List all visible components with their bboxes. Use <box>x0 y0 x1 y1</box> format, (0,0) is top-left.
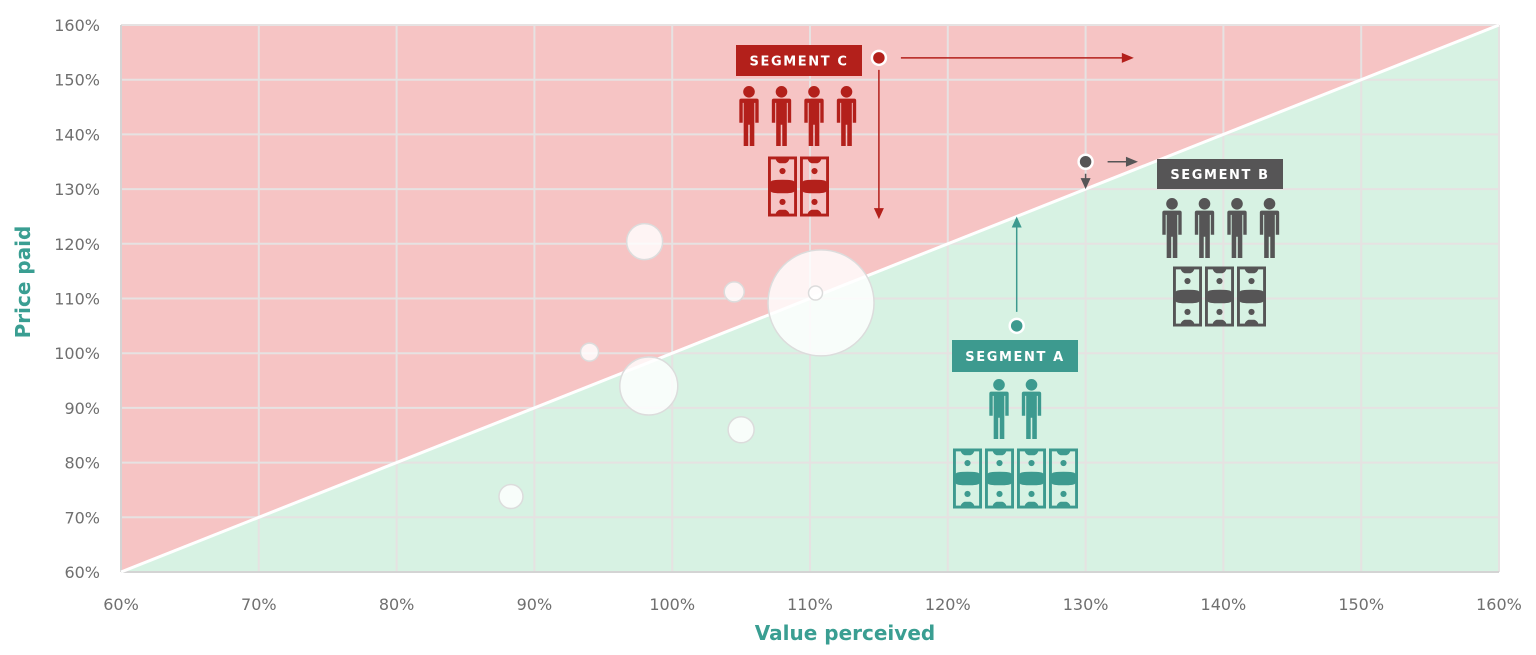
segment-point <box>1077 153 1094 170</box>
arrow-down-icon <box>873 208 884 220</box>
data-bubble <box>579 342 600 362</box>
segment-label: SEGMENT B <box>1170 168 1269 183</box>
x-axis-title: Value perceived <box>755 621 935 645</box>
y-tick-label: 70% <box>64 508 100 527</box>
x-tick-label: 110% <box>787 595 833 614</box>
segment-label-box <box>1157 159 1283 189</box>
x-tick-label: 100% <box>649 595 695 614</box>
segment-c: SEGMENT C <box>736 45 1134 220</box>
x-tick-label: 130% <box>1063 595 1109 614</box>
y-tick-label: 100% <box>54 344 100 363</box>
x-tick-label: 90% <box>517 595 553 614</box>
y-tick-label: 110% <box>54 290 100 309</box>
segment-point <box>870 49 888 67</box>
y-tick-label: 150% <box>54 71 100 90</box>
x-tick-label: 70% <box>241 595 277 614</box>
segments-layer: SEGMENT A SEGMENT B SEGMENT C <box>736 45 1283 509</box>
segment-label-box <box>736 45 862 76</box>
data-bubble <box>807 285 824 301</box>
arrow-down-icon <box>1080 178 1091 190</box>
segment-label: SEGMENT A <box>965 350 1064 365</box>
y-tick-label: 60% <box>64 563 100 582</box>
y-tick-label: 90% <box>64 399 100 418</box>
x-tick-label: 60% <box>103 595 139 614</box>
data-bubble <box>727 416 755 444</box>
data-bubble <box>619 356 679 416</box>
y-tick-label: 140% <box>54 125 100 144</box>
arrow-right-icon <box>1121 52 1134 63</box>
segment-b: SEGMENT B <box>1077 153 1283 327</box>
y-tick-label: 160% <box>54 16 100 35</box>
x-tick-label: 120% <box>925 595 971 614</box>
y-tick-label: 130% <box>54 180 100 199</box>
x-tick-label: 150% <box>1338 595 1384 614</box>
arrow-right-icon <box>1125 156 1138 167</box>
x-tick-label: 140% <box>1201 595 1247 614</box>
segment-label: SEGMENT C <box>750 55 849 70</box>
segment-point <box>1008 317 1025 335</box>
arrow-up-icon <box>1011 216 1022 228</box>
y-axis-title: Price paid <box>11 226 35 339</box>
y-tick-label: 120% <box>54 235 100 254</box>
x-tick-label: 80% <box>379 595 415 614</box>
axes: 60% 70% 80% 90% 100% 110% 120% 130% 140% 150% 160%… <box>11 16 1522 645</box>
data-bubble <box>498 483 524 510</box>
data-bubble <box>723 281 745 303</box>
data-bubble <box>625 222 664 261</box>
data-bubble <box>767 249 875 357</box>
x-tick-label: 160% <box>1476 595 1522 614</box>
segment-label-box <box>952 340 1078 372</box>
y-tick-label: 80% <box>64 454 100 473</box>
segment-a: SEGMENT A <box>952 216 1078 509</box>
